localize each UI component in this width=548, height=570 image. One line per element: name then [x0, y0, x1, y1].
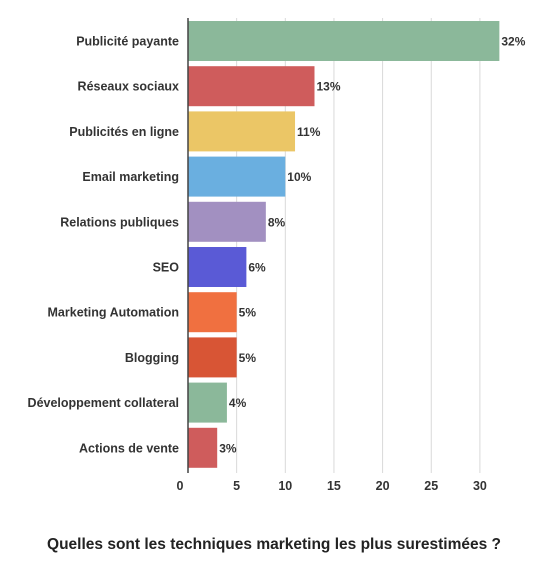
value-labels: 32% 13% 11% 10% 8% 6% 5% 5% 4% 3% [219, 35, 526, 456]
value-label-3: 10% [287, 170, 311, 184]
bar-9 [188, 427, 218, 468]
category-labels: Publicité payante Réseaux sociaux Publicit… [28, 35, 180, 456]
bar-8 [188, 382, 227, 423]
category-label-7: Blogging [125, 351, 179, 365]
value-label-7: 5% [239, 351, 257, 365]
chart-title: Quelles sont les techniques marketing le… [47, 536, 501, 553]
category-label-6: Marketing Automation [48, 306, 179, 320]
x-tick-label-15: 15 [327, 479, 341, 493]
x-tick-label-25: 25 [424, 479, 438, 493]
bar-5 [188, 247, 247, 287]
value-label-5: 6% [248, 261, 266, 275]
bar-0 [188, 21, 500, 61]
value-label-4: 8% [268, 215, 286, 229]
value-label-6: 5% [239, 306, 257, 320]
category-label-4: Relations publiques [60, 215, 179, 229]
value-label-2: 11% [297, 125, 321, 139]
bar-6 [188, 292, 237, 333]
bar-7 [188, 337, 237, 378]
value-label-9: 3% [219, 441, 237, 455]
x-tick-label-0: 0 [177, 479, 184, 493]
bar-2 [188, 111, 296, 152]
x-tick-label-5: 5 [233, 479, 240, 493]
bars [188, 21, 500, 468]
category-label-2: Publicités en ligne [69, 125, 179, 139]
x-tick-label-20: 20 [376, 479, 390, 493]
value-label-1: 13% [316, 80, 340, 94]
value-label-8: 4% [229, 396, 247, 410]
bar-1 [188, 66, 315, 107]
x-tick-label-30: 30 [473, 479, 487, 493]
category-label-1: Réseaux sociaux [78, 80, 179, 94]
x-axis-ticks: 0 5 10 15 20 25 30 [177, 479, 487, 493]
category-label-0: Publicité payante [76, 35, 179, 49]
category-label-8: Développement collateral [28, 396, 179, 410]
x-tick-label-10: 10 [278, 479, 292, 493]
category-label-3: Email marketing [82, 170, 179, 184]
category-label-9: Actions de vente [79, 441, 179, 455]
value-label-0: 32% [501, 35, 525, 49]
bar-3 [188, 156, 286, 197]
bar-chart: 0 5 10 15 20 25 30 Publicité payante Réseaux so… [28, 18, 526, 493]
bar-4 [188, 201, 266, 242]
category-label-5: SEO [153, 261, 180, 275]
